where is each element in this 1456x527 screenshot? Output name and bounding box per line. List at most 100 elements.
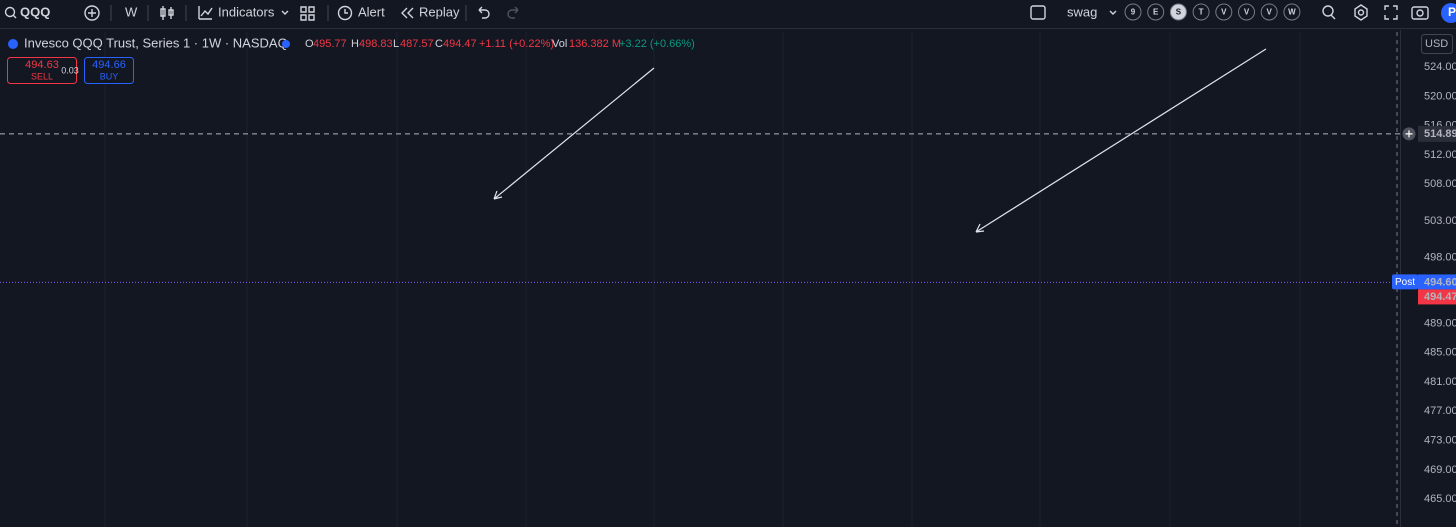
indicators-button[interactable]: Indicators [218, 4, 275, 19]
add-alert-icon [1405, 130, 1413, 138]
alert-icon [337, 5, 353, 21]
watch-badge-label: S [1176, 8, 1182, 17]
templates-button[interactable] [300, 6, 315, 21]
watch-badge[interactable] [1260, 3, 1278, 21]
y-tick-label: 498.00 [1424, 251, 1456, 263]
snapshot-icon [1416, 9, 1424, 17]
post-tag-label: Post [1395, 277, 1415, 288]
volume-change: +3.22 (+0.66%) [619, 38, 695, 50]
undo-button[interactable] [478, 6, 490, 19]
legend: Invesco QQQ Trust, Series 1 · 1W · NASDA… [7, 35, 695, 84]
watch-badge[interactable] [1283, 3, 1301, 21]
sell-price: 494.63 [25, 59, 59, 71]
y-tick-label: 503.00 [1424, 215, 1456, 227]
y-tick-label: 485.00 [1424, 347, 1456, 359]
compare-icon [88, 9, 96, 17]
watch-badge-label: 9 [1131, 8, 1136, 17]
dropdown-icon[interactable] [1109, 10, 1117, 15]
symbol-logo [8, 39, 18, 49]
search-icon[interactable] [4, 6, 16, 18]
indicators-icon [198, 6, 213, 20]
high-value: 498.83 [359, 38, 393, 50]
alert-price: 514.89 [1424, 128, 1456, 140]
settings-button[interactable] [1354, 4, 1368, 21]
low-label: L [393, 38, 399, 50]
watch-badge[interactable] [1147, 3, 1165, 21]
spread: 0.03 [61, 65, 79, 75]
y-tick-label: 473.00 [1424, 435, 1456, 447]
currency-button[interactable] [1421, 34, 1453, 54]
y-tick-label: 465.00 [1424, 493, 1456, 505]
replay-icon [401, 7, 414, 19]
y-tick-label: 469.00 [1424, 464, 1456, 476]
fullscreen-button[interactable] [1384, 5, 1398, 20]
chart-type-button[interactable] [160, 6, 174, 20]
annotations [493, 48, 1267, 233]
y-tick-label: 481.00 [1424, 376, 1456, 388]
market-status-icon[interactable] [282, 40, 290, 48]
y-tick-label: 489.00 [1424, 317, 1456, 329]
toolbar: QQQ W Indicators Alert Replay swag 9 E S T V… [0, 3, 1456, 29]
watch-badge-label: V [1244, 8, 1250, 17]
tool-icon [1330, 14, 1336, 20]
snapshot-button[interactable] [1411, 6, 1429, 20]
watch-badge[interactable] [1238, 3, 1255, 21]
watch-badge[interactable] [1215, 3, 1233, 21]
alert-icon [344, 9, 348, 14]
interval[interactable]: W [125, 4, 138, 19]
close-label: C [435, 38, 443, 50]
search-icon [12, 14, 17, 19]
watch-badge-label: T [1199, 8, 1204, 17]
close-value: 494.47 [443, 38, 477, 50]
watch-badge[interactable] [1124, 3, 1142, 21]
dropdown-icon[interactable] [281, 10, 289, 15]
alert-button[interactable]: Alert [358, 4, 385, 19]
watch-badges: 9 E S T V V V W [1124, 3, 1301, 21]
volume-label: Vol [552, 38, 567, 50]
profile-initial: P [1448, 5, 1456, 19]
post-price-box [1418, 274, 1456, 290]
post-tag [1392, 274, 1418, 290]
sell-label: SELL [31, 71, 53, 81]
vertical-grid [104, 32, 1301, 527]
volume-value: 136.382 M [569, 38, 621, 50]
watch-badge[interactable] [1169, 3, 1187, 21]
last-price: 494.47 [1424, 291, 1456, 303]
watch-badge-label: E [1153, 8, 1159, 17]
y-tick-label: 524.00 [1424, 61, 1456, 73]
watch-badge-label: W [1288, 8, 1296, 17]
arrow-annotation [493, 67, 655, 200]
high-label: H [351, 38, 359, 50]
y-tick-label: 520.00 [1424, 90, 1456, 102]
buy-button[interactable] [84, 57, 134, 84]
y-tick-label: 477.00 [1424, 405, 1456, 417]
tool-button[interactable] [1322, 5, 1334, 17]
last-price-box [1418, 289, 1456, 305]
watch-badge-label: V [1221, 8, 1227, 17]
low-value: 487.57 [400, 38, 434, 50]
buy-label: BUY [100, 71, 119, 81]
watch-badge[interactable] [1192, 3, 1210, 21]
layout-icon[interactable] [1030, 5, 1046, 20]
change: +1.11 (+0.22%) [479, 38, 554, 50]
replay-button[interactable]: Replay [419, 4, 460, 19]
y-tick-label: 512.00 [1424, 149, 1456, 161]
sell-button[interactable] [7, 57, 77, 84]
watch-badge-label: V [1267, 8, 1273, 17]
post-price: 494.60 [1424, 276, 1456, 288]
symbol[interactable]: QQQ [20, 4, 50, 19]
arrow-annotation [975, 48, 1267, 233]
currency-label: USD [1425, 38, 1448, 50]
settings-icon [1357, 9, 1365, 16]
open-label: O [305, 38, 314, 50]
redo-button[interactable] [507, 6, 519, 19]
legend-title: Invesco QQQ Trust, Series 1 · 1W · NASDA… [24, 35, 288, 50]
compare-button[interactable] [84, 5, 100, 21]
profile-avatar[interactable] [1441, 3, 1456, 23]
layout-name[interactable]: swag [1067, 4, 1097, 19]
buy-price: 494.66 [92, 59, 126, 71]
open-value: 495.77 [313, 38, 347, 50]
